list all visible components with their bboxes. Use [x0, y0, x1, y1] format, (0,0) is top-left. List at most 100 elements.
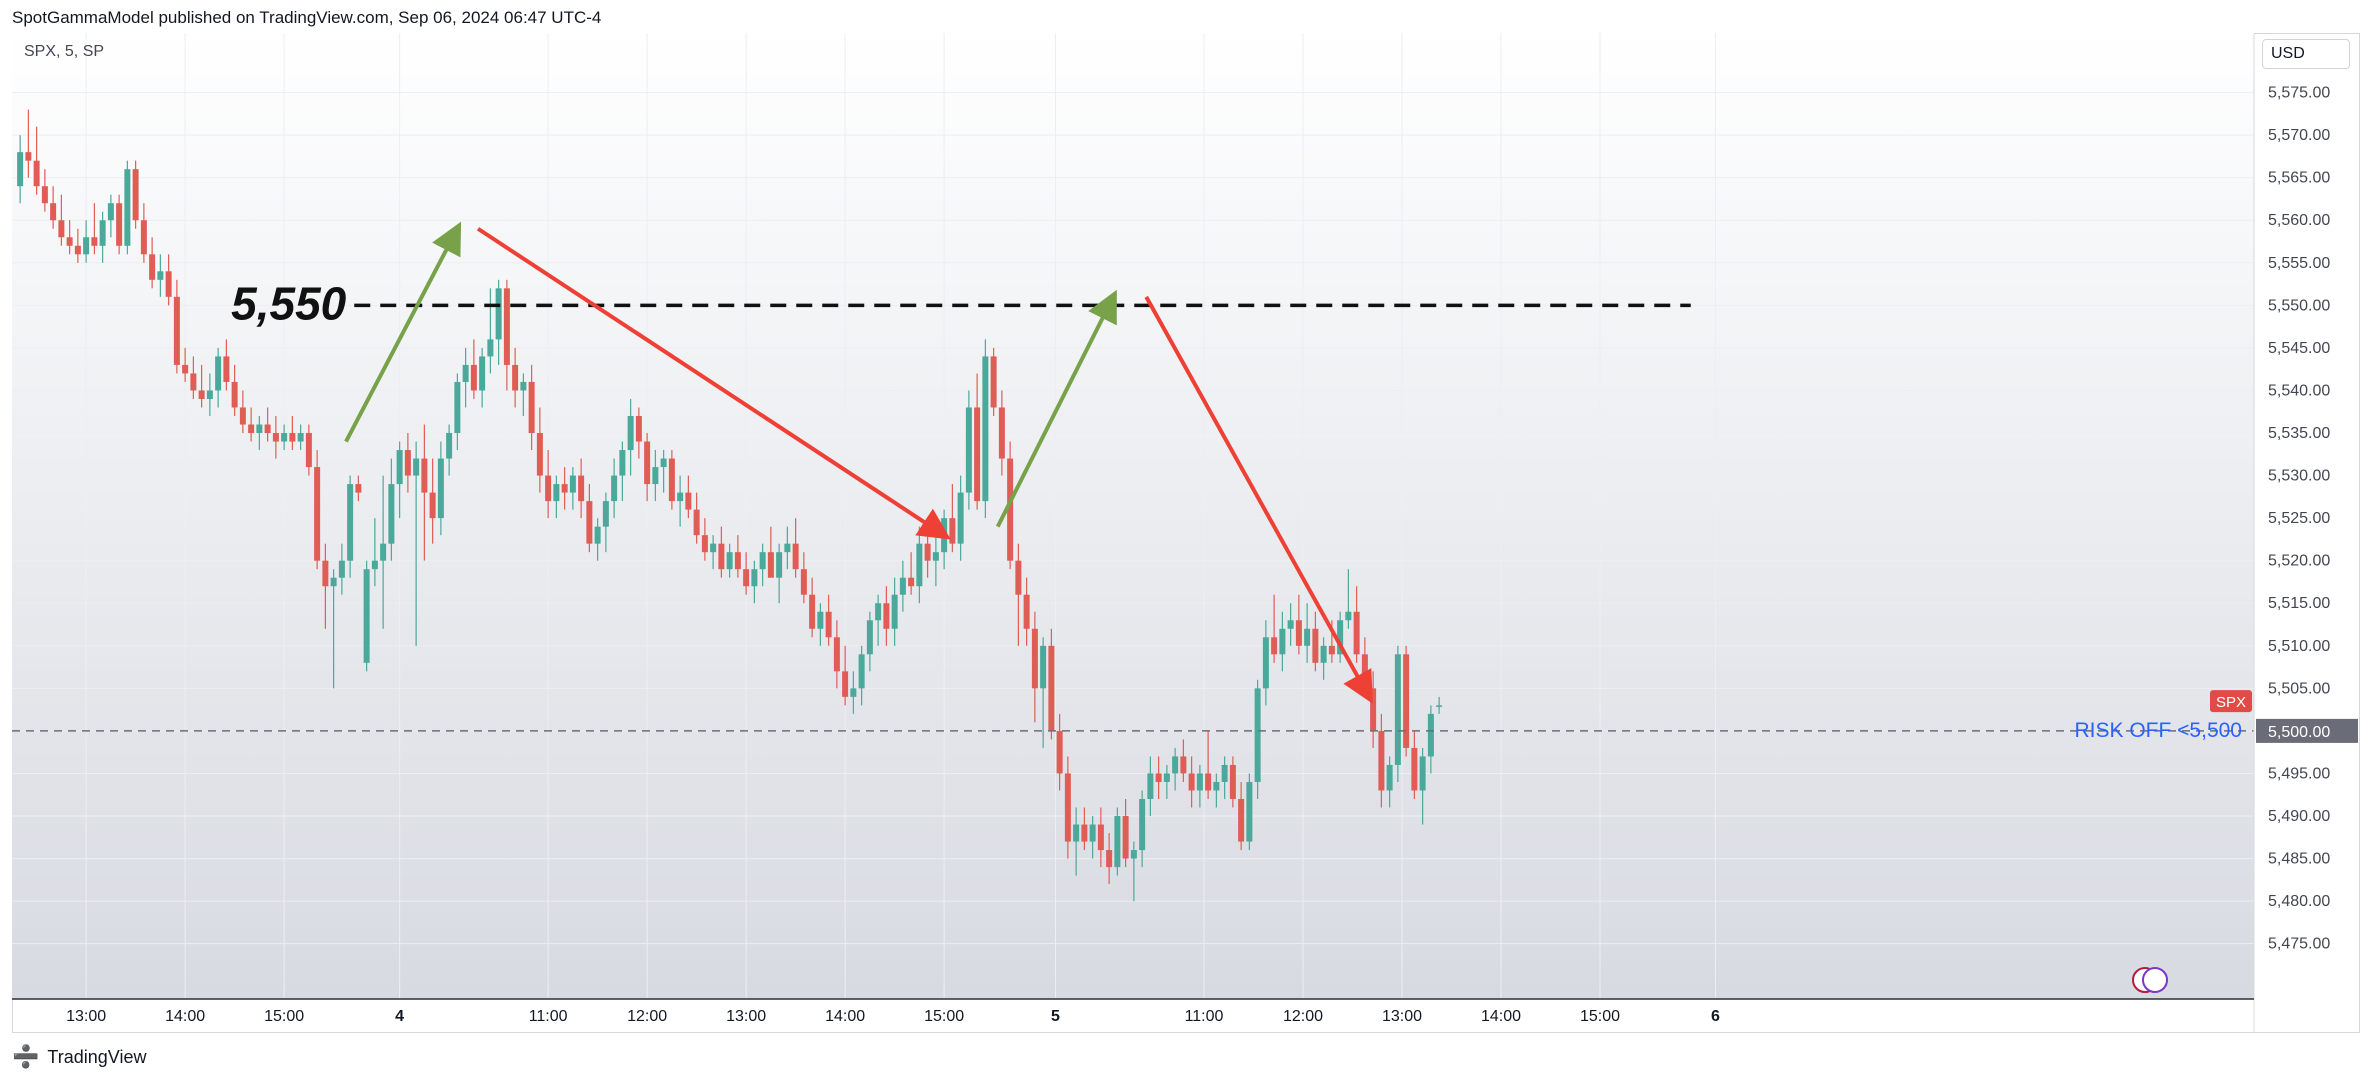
candle-body: [157, 271, 164, 280]
candle-body: [1221, 764, 1228, 782]
tradingview-logo-icon: ➗: [12, 1044, 40, 1069]
candle-body: [767, 552, 774, 578]
candle-body: [132, 169, 139, 221]
candle-body: [1205, 773, 1212, 791]
candle-body: [1048, 645, 1055, 731]
candle-body: [1427, 713, 1434, 757]
candles: [17, 109, 1443, 902]
candle-body: [908, 577, 915, 587]
candle-body: [231, 381, 238, 408]
candle-body: [759, 552, 766, 570]
candle-body: [1040, 645, 1047, 689]
candle-body: [338, 560, 345, 578]
candle-body: [347, 484, 354, 561]
candle-body: [809, 594, 816, 629]
price-tick-label: 5,530.00: [2268, 468, 2330, 485]
candle-body: [743, 569, 750, 587]
candle-body: [858, 654, 865, 689]
candle-body: [536, 433, 543, 476]
candle-body: [74, 245, 81, 255]
candle-body: [726, 552, 733, 570]
candle-body: [470, 364, 477, 391]
candle-body: [1312, 628, 1319, 663]
candle-body: [949, 518, 956, 544]
candle-body: [619, 450, 626, 476]
risk-off-label: RISK OFF <5,500: [2075, 719, 2243, 742]
candle-body: [239, 407, 246, 425]
candle-body: [124, 169, 131, 246]
time-tick-label: 14:00: [825, 1008, 865, 1025]
price-tick-label: 5,480.00: [2268, 893, 2330, 910]
candle-body: [1304, 628, 1311, 646]
candle-body: [182, 364, 189, 374]
candle-body: [281, 433, 288, 442]
candle-body: [1337, 620, 1344, 655]
candle-body: [1172, 756, 1179, 774]
candle-body: [1122, 816, 1129, 859]
time-tick-label: 14:00: [165, 1008, 205, 1025]
candle-body: [495, 288, 502, 340]
candle-body: [611, 475, 618, 502]
candle-body: [314, 467, 321, 561]
candle-body: [388, 484, 395, 544]
candle-body: [553, 484, 560, 502]
candle-body: [1089, 824, 1096, 842]
candle-body: [965, 407, 972, 493]
footer-brand[interactable]: ➗ TradingView: [12, 1044, 146, 1070]
candle-body: [1403, 654, 1410, 748]
candle-body: [561, 484, 568, 493]
symbol-label[interactable]: SPX, 5, SP: [24, 43, 105, 60]
candle-body: [833, 637, 840, 672]
candle-body: [190, 373, 197, 391]
candle-body: [1106, 850, 1113, 868]
candle-body: [1254, 688, 1261, 782]
candle-body: [503, 288, 510, 365]
price-tick-label: 5,570.00: [2268, 127, 2330, 144]
spx-badge: [2210, 690, 2252, 713]
candle-body: [437, 458, 444, 519]
candle-body: [1353, 611, 1360, 655]
price-tick-label: 5,520.00: [2268, 553, 2330, 570]
price-tick-label: 5,505.00: [2268, 680, 2330, 697]
price-axis[interactable]: 5,475.00 5,480.00 5,485.00 5,490.00 5,495.00…: [2210, 85, 2358, 953]
candle-body: [644, 441, 651, 485]
candle-body: [380, 543, 387, 561]
price-tick-label: 5,550.00: [2268, 297, 2330, 314]
candle-body: [1196, 773, 1203, 791]
candle-body: [140, 220, 147, 255]
candle-body: [1031, 628, 1038, 689]
candle-body: [776, 552, 783, 578]
candle-body: [413, 458, 420, 476]
time-tick-label: 5: [1051, 1008, 1060, 1025]
candle-body: [1015, 560, 1022, 595]
price-tick-label: 5,525.00: [2268, 510, 2330, 527]
candle-body: [1271, 637, 1278, 655]
price-badge-label: 5,500.00: [2268, 724, 2330, 741]
price-tick-label: 5,495.00: [2268, 765, 2330, 782]
candle-body: [215, 356, 222, 391]
candle-body: [602, 501, 609, 527]
annotations: 5,550 RISK OFF <5,500: [12, 221, 2254, 993]
candle-body: [578, 475, 585, 502]
candle-body: [371, 560, 378, 570]
down-arrow: [476, 227, 951, 540]
candle-body: [330, 577, 337, 587]
plot-background: [12, 33, 2254, 999]
candle-body: [322, 560, 329, 587]
time-axis[interactable]: 13:00 14:00 15:00 4 11:00 12:00 13:00 14:00 15:0…: [66, 1008, 1720, 1025]
candle-body: [396, 450, 403, 485]
price-tick-label: 5,485.00: [2268, 851, 2330, 868]
candle-body: [421, 458, 428, 493]
candle-body: [429, 492, 436, 519]
candle-body: [998, 407, 1005, 459]
candle-body: [1394, 654, 1401, 765]
candle-body: [677, 492, 684, 502]
price-tick-label: 5,475.00: [2268, 936, 2330, 953]
candle-body: [586, 501, 593, 544]
time-tick-label: 15:00: [264, 1008, 304, 1025]
time-tick-label: 14:00: [1481, 1008, 1521, 1025]
candle-body: [924, 543, 931, 561]
currency-selector[interactable]: USD: [2262, 39, 2350, 69]
candle-body: [58, 220, 65, 238]
